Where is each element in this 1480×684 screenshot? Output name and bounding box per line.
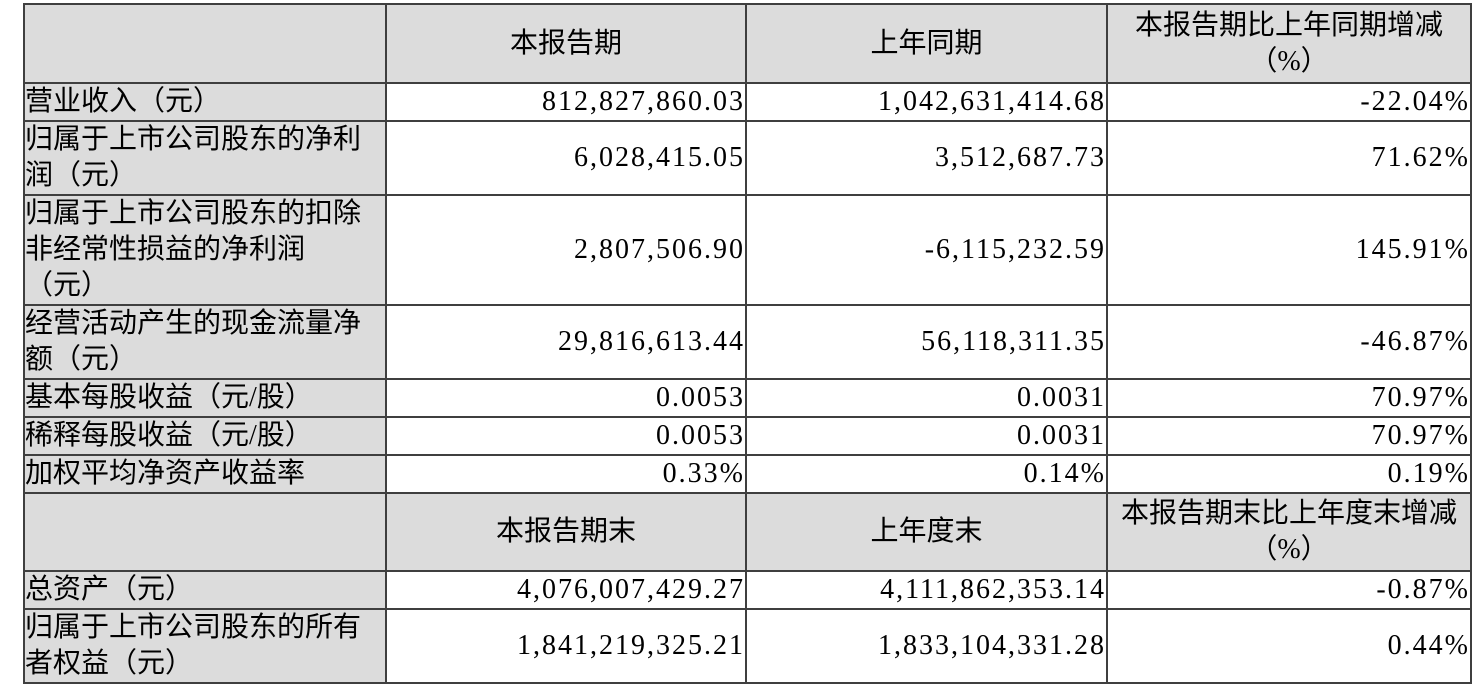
cell-basic-eps-current: 0.0053	[385, 378, 747, 418]
header-current-period-end: 本报告期末	[385, 492, 747, 572]
cell-operating-revenue-prior: 1,042,631,414.68	[745, 82, 1108, 122]
cell-total-assets-prior: 4,111,862,353.14	[745, 570, 1108, 610]
row-diluted-eps: 稀释每股收益（元/股） 0.0053 0.0031 70.97%	[23, 416, 1472, 456]
cell-equity-prior: 1,833,104,331.28	[745, 608, 1108, 684]
cell-operating-revenue-change: -22.04%	[1106, 82, 1472, 122]
row-equity-attributable: 归属于上市公司股东的所有 者权益（元） 1,841,219,325.21 1,8…	[23, 608, 1472, 684]
cell-total-assets-label: 总资产（元）	[23, 570, 387, 610]
cell-net-profit-excl-prior: -6,115,232.59	[745, 194, 1108, 306]
cell-basic-eps-label: 基本每股收益（元/股）	[23, 378, 387, 418]
financial-summary: 本报告期 上年同期 本报告期比上年同期增减 （%） 营业收入（元） 812,82…	[23, 3, 1472, 684]
row-net-profit-excl-non-recurring: 归属于上市公司股东的扣除 非经常性损益的净利润 （元） 2,807,506.90…	[23, 194, 1472, 306]
row-operating-revenue: 营业收入（元） 812,827,860.03 1,042,631,414.68 …	[23, 82, 1472, 122]
cell-cash-flow-change: -46.87%	[1106, 304, 1472, 380]
row-weighted-avg-roe: 加权平均净资产收益率 0.33% 0.14% 0.19%	[23, 454, 1472, 494]
header-period-change-pct: 本报告期比上年同期增减 （%）	[1106, 3, 1472, 84]
cell-basic-eps-change: 70.97%	[1106, 378, 1472, 418]
cell-operating-revenue-label: 营业收入（元）	[23, 82, 387, 122]
cell-roe-label: 加权平均净资产收益率	[23, 454, 387, 494]
cell-equity-current: 1,841,219,325.21	[385, 608, 747, 684]
cell-diluted-eps-prior: 0.0031	[745, 416, 1108, 456]
cell-total-assets-change: -0.87%	[1106, 570, 1472, 610]
header-row-period-end: 本报告期末 上年度末 本报告期末比上年度末增减 （%）	[23, 492, 1472, 572]
cell-net-profit-excl-label: 归属于上市公司股东的扣除 非经常性损益的净利润 （元）	[23, 194, 387, 306]
cell-operating-revenue-current: 812,827,860.03	[385, 82, 747, 122]
cell-net-profit-excl-current: 2,807,506.90	[385, 194, 747, 306]
row-basic-eps: 基本每股收益（元/股） 0.0053 0.0031 70.97%	[23, 378, 1472, 418]
header-indicator-empty	[23, 3, 387, 84]
cell-diluted-eps-current: 0.0053	[385, 416, 747, 456]
cell-roe-prior: 0.14%	[745, 454, 1108, 494]
header-prior-period: 上年同期	[745, 3, 1108, 84]
cell-net-profit-excl-change: 145.91%	[1106, 194, 1472, 306]
row-net-profit-attributable: 归属于上市公司股东的净利 润（元） 6,028,415.05 3,512,687…	[23, 120, 1472, 196]
cell-basic-eps-prior: 0.0031	[745, 378, 1108, 418]
cell-roe-change: 0.19%	[1106, 454, 1472, 494]
row-operating-cash-flow: 经营活动产生的现金流量净 额（元） 29,816,613.44 56,118,3…	[23, 304, 1472, 380]
cell-roe-current: 0.33%	[385, 454, 747, 494]
header-prior-year-end: 上年度末	[745, 492, 1108, 572]
header-period-end-change-pct: 本报告期末比上年度末增减 （%）	[1106, 492, 1472, 572]
cell-cash-flow-current: 29,816,613.44	[385, 304, 747, 380]
cell-diluted-eps-change: 70.97%	[1106, 416, 1472, 456]
header-row-period: 本报告期 上年同期 本报告期比上年同期增减 （%）	[23, 3, 1472, 84]
cell-diluted-eps-label: 稀释每股收益（元/股）	[23, 416, 387, 456]
cell-net-profit-current: 6,028,415.05	[385, 120, 747, 196]
cell-net-profit-change: 71.62%	[1106, 120, 1472, 196]
row-total-assets: 总资产（元） 4,076,007,429.27 4,111,862,353.14…	[23, 570, 1472, 610]
header-current-period: 本报告期	[385, 3, 747, 84]
cell-net-profit-label: 归属于上市公司股东的净利 润（元）	[23, 120, 387, 196]
cell-cash-flow-label: 经营活动产生的现金流量净 额（元）	[23, 304, 387, 380]
cell-net-profit-prior: 3,512,687.73	[745, 120, 1108, 196]
header-end-indicator-empty	[23, 492, 387, 572]
cell-total-assets-current: 4,076,007,429.27	[385, 570, 747, 610]
cell-equity-change: 0.44%	[1106, 608, 1472, 684]
cell-cash-flow-prior: 56,118,311.35	[745, 304, 1108, 380]
financial-summary-table: 本报告期 上年同期 本报告期比上年同期增减 （%） 营业收入（元） 812,82…	[23, 3, 1472, 684]
cell-equity-label: 归属于上市公司股东的所有 者权益（元）	[23, 608, 387, 684]
